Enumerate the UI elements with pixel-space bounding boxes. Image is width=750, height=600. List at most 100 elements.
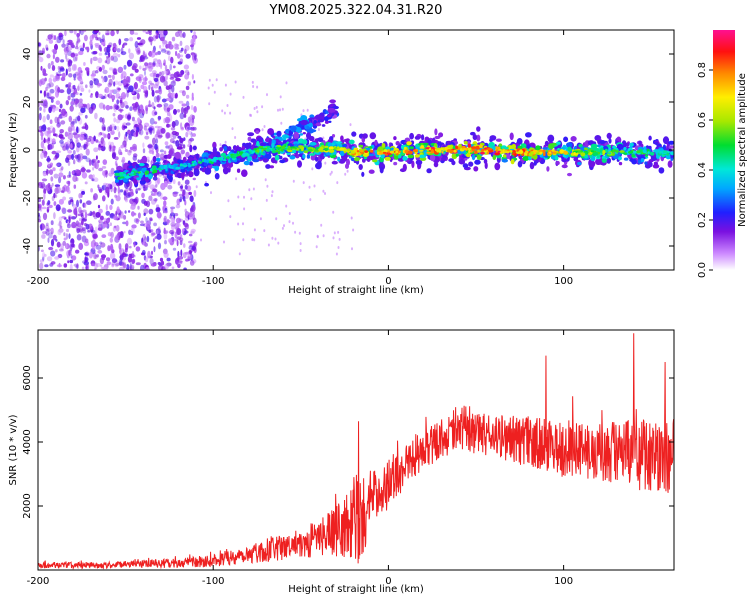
- noise-blob: [194, 54, 197, 61]
- ridge-blob: [176, 146, 183, 150]
- noise-blob: [112, 225, 117, 232]
- noise-blob: [102, 104, 106, 110]
- noise-blob: [261, 105, 264, 109]
- noise-blob: [40, 181, 46, 189]
- noise-blob: [58, 220, 62, 227]
- noise-blob: [65, 132, 70, 137]
- noise-blob: [299, 242, 302, 246]
- noise-blob: [105, 104, 111, 111]
- noise-blob: [48, 143, 55, 150]
- noise-blob: [81, 126, 86, 129]
- ridge-blob: [616, 143, 624, 150]
- branch-blob: [327, 107, 336, 113]
- noise-blob: [100, 264, 103, 268]
- ridge-blob: [407, 154, 414, 159]
- noise-blob: [47, 34, 53, 40]
- noise-blob: [264, 178, 267, 182]
- y-tick-label: 2000: [22, 493, 33, 518]
- noise-blob: [60, 243, 64, 250]
- noise-blob: [156, 103, 163, 108]
- ridge-blob: [265, 153, 272, 160]
- branch-blob: [309, 114, 315, 119]
- ridge-blob: [420, 145, 425, 148]
- noise-blob: [182, 195, 186, 202]
- noise-blob: [103, 182, 108, 186]
- noise-blob: [179, 40, 183, 46]
- ridge-blob: [138, 163, 145, 167]
- ridge-blob: [590, 150, 595, 153]
- noise-blob: [67, 67, 72, 72]
- noise-blob: [80, 131, 86, 136]
- noise-blob: [43, 192, 46, 200]
- snr-y-label: SNR (10 * v/v): [8, 414, 19, 485]
- noise-blob: [40, 65, 43, 71]
- noise-blob: [139, 223, 145, 227]
- noise-blob: [324, 161, 327, 165]
- ridge-blob: [223, 145, 228, 152]
- noise-blob: [78, 98, 83, 103]
- noise-blob: [165, 132, 171, 139]
- noise-blob: [59, 248, 64, 252]
- colorbar-tick-label: 0.0: [697, 262, 708, 278]
- noise-blob: [79, 103, 83, 107]
- noise-blob: [253, 107, 256, 110]
- x-tick-label: 100: [554, 276, 573, 287]
- branch-blob: [329, 99, 336, 104]
- noise-blob: [92, 167, 95, 171]
- noise-blob: [158, 88, 163, 95]
- noise-blob: [191, 204, 196, 212]
- noise-blob: [79, 218, 82, 222]
- branch-blob: [330, 103, 334, 108]
- ridge-blob: [284, 144, 287, 148]
- noise-blob: [130, 188, 134, 195]
- noise-blob: [148, 36, 151, 43]
- noise-blob: [292, 179, 295, 183]
- noise-blob: [85, 84, 88, 89]
- noise-blob: [123, 125, 128, 129]
- noise-blob: [155, 152, 160, 158]
- ridge-blob: [662, 144, 667, 150]
- ridge-blob: [307, 148, 313, 152]
- ridge-blob: [662, 150, 668, 154]
- noise-blob: [56, 73, 62, 77]
- snr-y-axis: 2000 4000 6000: [22, 365, 674, 519]
- noise-blob: [109, 67, 114, 71]
- noise-blob: [98, 167, 104, 172]
- noise-blob: [153, 58, 158, 62]
- noise-blob: [72, 91, 75, 96]
- noise-blob: [144, 236, 147, 244]
- noise-blob: [50, 176, 54, 182]
- noise-blob: [227, 199, 230, 203]
- ridge-blob: [668, 140, 674, 145]
- noise-blob: [93, 177, 99, 182]
- noise-blob: [59, 139, 64, 144]
- colorbar-axis: 0.0 0.2 0.4 0.6 0.8: [697, 62, 713, 278]
- noise-blob: [123, 64, 127, 70]
- noise-blob: [175, 131, 180, 137]
- noise-blob: [148, 65, 153, 72]
- noise-blob: [229, 92, 232, 96]
- ridge-blob: [117, 176, 121, 180]
- noise-blob: [66, 223, 71, 229]
- ridge-blob: [382, 151, 387, 154]
- noise-blob: [66, 139, 70, 147]
- noise-blob: [179, 58, 184, 64]
- ridge-blob: [588, 159, 593, 167]
- noise-blob: [154, 52, 158, 56]
- ridge-blob: [583, 147, 588, 151]
- noise-blob: [59, 89, 65, 94]
- branch-blob: [302, 132, 306, 135]
- ridge-blob: [505, 153, 511, 160]
- ridge-blob: [281, 145, 286, 150]
- ridge-blob: [271, 142, 275, 148]
- ridge-blob: [593, 152, 599, 156]
- noise-blob: [231, 127, 234, 131]
- noise-blob: [154, 198, 157, 203]
- noise-blob: [149, 218, 153, 222]
- noise-blob: [121, 156, 126, 164]
- ridge-blob: [175, 166, 181, 170]
- noise-blob: [285, 81, 288, 85]
- ridge-blob: [522, 156, 530, 161]
- noise-blob: [102, 140, 106, 147]
- ridge-blob: [171, 161, 176, 165]
